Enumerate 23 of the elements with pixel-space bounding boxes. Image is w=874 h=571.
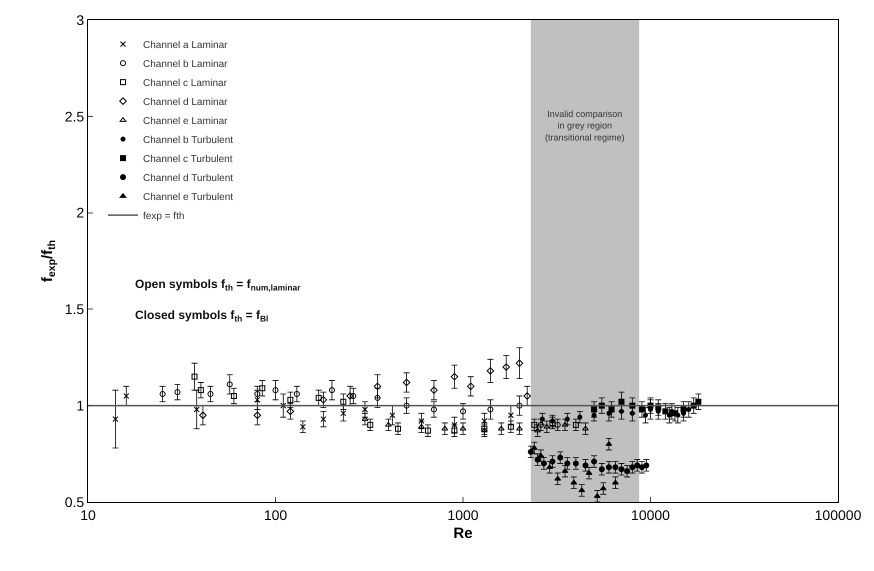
legend-label: Channel c Turbulent <box>143 154 233 166</box>
y-tick-label: 1 <box>76 398 84 414</box>
legend-label: Channel b Turbulent <box>143 135 234 146</box>
x-tick-label: 100 <box>264 506 288 523</box>
legend-label: Channel d Turbulent <box>143 173 234 184</box>
band-label: Invalid comparison in grey region (transitional regime) <box>545 109 625 142</box>
x-tick-label: 10000 <box>631 506 670 523</box>
y-tick-label: 2.5 <box>64 108 84 124</box>
x-tick-label: 1000 <box>447 506 479 523</box>
legend-label: Channel d Laminar <box>143 97 228 108</box>
y-tick-label: 1.5 <box>64 301 84 318</box>
legend-label: Channel e Turbulent <box>143 192 234 204</box>
y-tick-label: 2 <box>76 204 84 221</box>
x-axis-title: Re <box>453 524 473 542</box>
annotation: Closed symbols f$_{th}$ = f$_{Bl}$ <box>135 308 268 324</box>
legend-label: Channel b Laminar <box>143 59 228 70</box>
legend-label: fexp = fth <box>143 211 184 222</box>
legend-label: Channel e Laminar <box>143 116 228 128</box>
legend-label: Channel c Laminar <box>143 78 228 90</box>
x-tick-label: 100000 <box>814 506 862 523</box>
y-tick-label: 3 <box>76 12 84 28</box>
annotation: Open symbols f$_{th}$ = f$_{num,laminar}$ <box>135 277 302 293</box>
legend-label: Channel a Laminar <box>143 40 228 52</box>
